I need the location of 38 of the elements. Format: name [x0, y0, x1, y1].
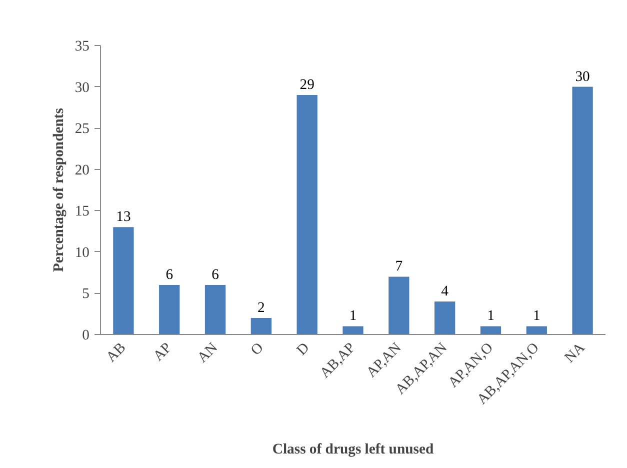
bar [526, 326, 547, 334]
bar [434, 301, 456, 334]
x-tick-label: AN [194, 340, 222, 366]
y-axis-title: Percentage of respondents [50, 108, 67, 272]
data-label: 7 [395, 258, 403, 275]
data-label: 1 [487, 308, 494, 324]
x-tick-label: O [248, 340, 267, 359]
y-tick-label: 15 [74, 204, 90, 220]
bar [572, 86, 593, 334]
bar [342, 326, 364, 334]
bar [296, 95, 318, 334]
data-label: 1 [349, 308, 357, 324]
x-axis-title: Class of drugs left unused [272, 442, 434, 458]
x-tick-label: AB [103, 340, 130, 366]
data-label: 30 [575, 68, 590, 85]
bar [204, 284, 226, 334]
data-label: 29 [300, 77, 314, 94]
y-tick-label: 0 [82, 328, 90, 344]
data-label: 4 [441, 283, 450, 300]
x-tick-label: D [294, 340, 313, 359]
y-tick-label: 30 [74, 80, 90, 96]
y-tick-label: 5 [82, 286, 90, 302]
y-tick-label: 35 [74, 38, 90, 54]
y-tick-label: 20 [74, 162, 90, 178]
y-tick-label: 10 [74, 244, 90, 261]
data-label: 13 [116, 209, 131, 226]
x-tick-label: AP [150, 340, 176, 364]
bar [159, 284, 180, 334]
data-label: 1 [532, 308, 540, 324]
data-label: 6 [212, 266, 219, 283]
bar [388, 276, 410, 334]
y-tick-label: 25 [74, 121, 90, 138]
bar [113, 227, 134, 334]
bar [480, 326, 502, 334]
data-label: 6 [166, 266, 174, 283]
data-label: 2 [258, 300, 265, 316]
x-tick-label: NA [562, 340, 588, 366]
bar [250, 318, 272, 334]
